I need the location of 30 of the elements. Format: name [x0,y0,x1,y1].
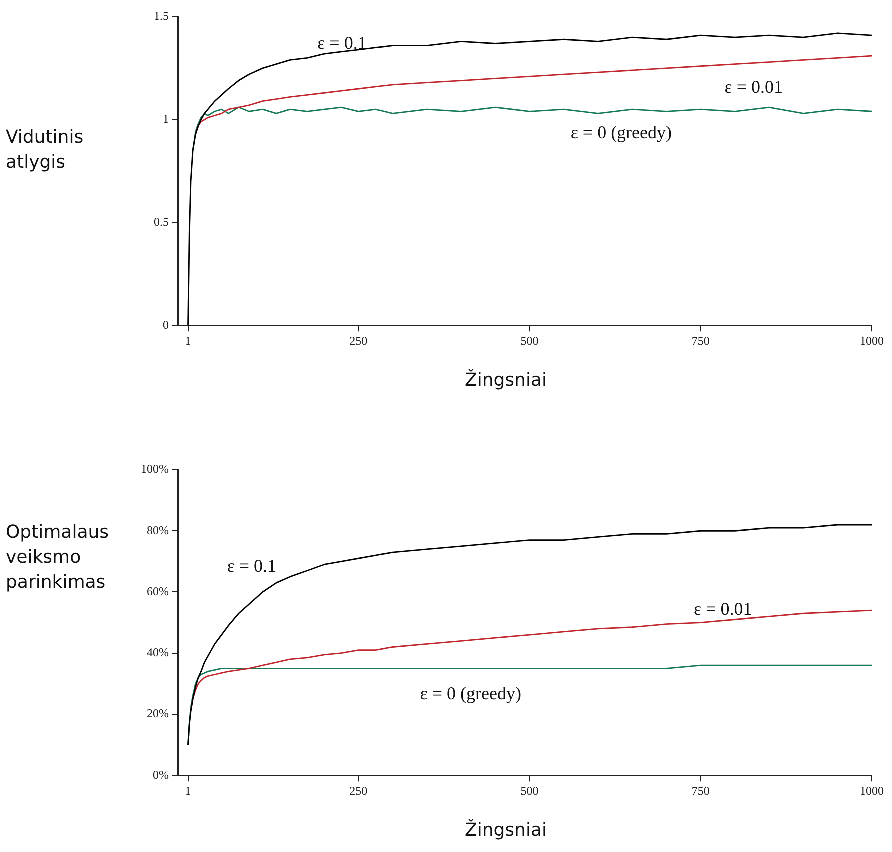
x-tick-label: 750 [692,334,710,348]
x-axis-title: Žingsniai [464,820,548,841]
y-axis-title: Vidutinis atlygis [6,126,85,175]
y-tick-label: 80% [147,523,169,538]
series-label: ε = 0.1 [227,556,277,576]
x-tick-label: 500 [520,784,539,798]
y-tick-label: 0 [163,318,169,332]
x-tick-label: 250 [350,334,368,348]
y-tick-label: 100% [141,462,169,476]
y-tick-label: 60% [147,584,169,598]
y-tick-label: 1.5 [154,9,169,24]
x-tick-label: 1 [185,784,192,798]
y-tick-label: 0.5 [154,214,169,229]
series-label: ε = 0 (greedy) [570,122,672,142]
y-axis-title: Optimalaus veiksmo parinkimas [6,521,110,595]
series-label: ε = 0.01 [694,599,752,620]
y-tick-label: 20% [147,706,169,721]
y-tick-label: 40% [147,646,169,660]
x-tick-label: 500 [520,334,539,348]
x-tick-label: 1000 [860,334,884,348]
y-tick-label: 1 [163,112,169,126]
x-tick-label: 1 [185,334,192,348]
x-tick-label: 250 [350,784,368,798]
series-label: ε = 0.01 [724,76,784,97]
x-tick-label: 1000 [860,784,884,798]
series-label: ε = 0 (greedy) [420,683,522,704]
x-tick-label: 750 [692,784,710,798]
y-tick-label: 0% [153,768,169,782]
series-label: ε = 0.1 [318,32,367,53]
x-axis-title: Žingsniai [464,370,548,391]
